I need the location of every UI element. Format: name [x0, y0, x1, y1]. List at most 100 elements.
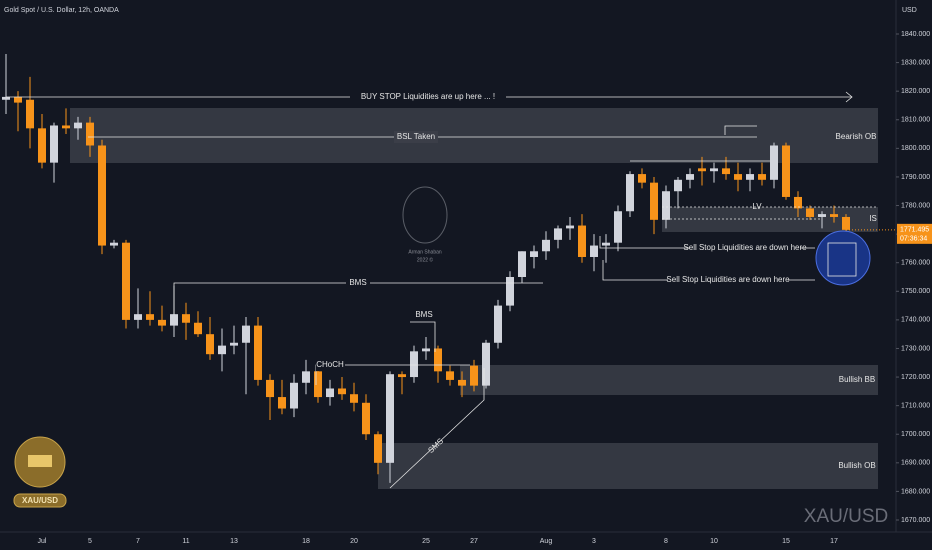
annotation: BUY STOP Liquidities are up here ... !: [361, 92, 495, 101]
bms-line: [410, 321, 436, 352]
y-tick-label: 1800.000: [901, 145, 930, 152]
watermark: XAU/USD: [804, 506, 888, 527]
author: Arman Shaban: [408, 249, 442, 255]
bullish-bb-zone: [460, 365, 878, 395]
annotation: Sell Stop Liquidities are down here: [683, 243, 807, 252]
candle-body: [50, 125, 58, 163]
logo-text: XAU/USD: [22, 496, 58, 505]
annotation: BMS: [349, 278, 366, 287]
candle-body: [122, 242, 130, 320]
candle-body: [506, 277, 514, 306]
x-tick-label: 11: [182, 538, 189, 545]
annotation: Sell Stop Liquidities are down here: [666, 275, 790, 284]
y-tick-label: 1750.000: [901, 288, 930, 295]
x-tick-label: 10: [710, 538, 718, 545]
candle-body: [218, 345, 226, 355]
candle-body: [398, 374, 406, 378]
x-tick-label: 5: [88, 538, 92, 545]
currency: USD: [902, 7, 917, 14]
y-tick-label: 1820.000: [901, 88, 930, 95]
y-tick-label: 1840.000: [901, 31, 930, 38]
candle-body: [842, 216, 850, 230]
candle-body: [110, 242, 118, 246]
y-tick-label: 1700.000: [901, 431, 930, 438]
countdown: 07:36:34: [900, 236, 927, 243]
y-tick-label: 1780.000: [901, 202, 930, 209]
candle-body: [338, 388, 346, 395]
candle-body: [62, 125, 70, 129]
candle-body: [758, 174, 766, 180]
x-tick-label: 18: [302, 538, 310, 545]
candle-body: [770, 145, 778, 180]
candle-body: [818, 214, 826, 217]
candle-body: [302, 371, 310, 383]
label-bg: [346, 277, 370, 289]
label-bg: [350, 91, 506, 103]
y-tick-label: 1680.000: [901, 488, 930, 495]
candle-body: [242, 325, 250, 343]
candle-body: [530, 251, 538, 257]
candle-body: [518, 251, 526, 277]
label-bg: [690, 242, 800, 254]
annotation: BSL Taken: [397, 132, 435, 141]
candle-body: [326, 388, 334, 398]
candle-body: [482, 342, 490, 386]
candle-body: [602, 242, 610, 246]
logo-gold: [28, 455, 52, 467]
candle-body: [410, 351, 418, 378]
annotation: Bearish OB: [836, 132, 877, 141]
chart-title: Gold Spot / U.S. Dollar, 12h, OANDA: [4, 7, 119, 14]
candle-body: [182, 314, 190, 323]
candle-body: [446, 371, 454, 380]
candle-body: [794, 196, 802, 209]
candle-body: [650, 182, 658, 220]
candle-body: [470, 365, 478, 386]
candle-body: [722, 168, 730, 175]
candle-body: [566, 225, 574, 229]
author-year: 2022 ©: [417, 256, 434, 263]
candle-body: [746, 174, 754, 180]
brain-logo: [402, 186, 448, 244]
candle-body: [146, 314, 154, 320]
candle-body: [74, 122, 82, 129]
candle-body: [86, 122, 94, 146]
x-tick-label: 25: [422, 538, 430, 545]
candle-body: [14, 96, 22, 103]
candle-body: [590, 245, 598, 257]
y-tick-label: 1710.000: [901, 402, 930, 409]
candle-body: [782, 145, 790, 197]
last-price-box: [897, 223, 932, 244]
x-tick-label: 17: [830, 538, 838, 545]
label-bg: [316, 359, 345, 371]
bearish-ob-zone: [70, 108, 878, 163]
x-tick-label: 20: [350, 538, 358, 545]
candle-body: [230, 342, 238, 346]
y-tick-label: 1810.000: [901, 117, 930, 124]
candle-body: [806, 208, 814, 217]
y-tick-label: 1790.000: [901, 174, 930, 181]
annotation: BMS: [415, 310, 432, 319]
candle-body: [290, 382, 298, 409]
x-tick-label: 8: [664, 538, 668, 545]
candle-body: [314, 371, 322, 398]
y-tick-label: 1690.000: [901, 460, 930, 467]
annotation: LV: [752, 202, 762, 211]
high-line: [724, 125, 757, 135]
y-tick-label: 1720.000: [901, 374, 930, 381]
candle-body: [170, 314, 178, 326]
candle-body: [206, 334, 214, 355]
y-tick-label: 1670.000: [901, 517, 930, 524]
target-box: [827, 242, 857, 277]
y-tick-label: 1740.000: [901, 317, 930, 324]
candle-body: [134, 314, 142, 320]
x-tick-label: 15: [782, 538, 790, 545]
candle-body: [350, 394, 358, 403]
candle-body: [494, 305, 502, 343]
candle-body: [386, 374, 394, 463]
candle-body: [614, 211, 622, 243]
label-bg: [394, 131, 438, 143]
last-price-label: 1771.495: [900, 227, 929, 234]
bullish-ob-zone: [378, 443, 878, 489]
candle-body: [266, 379, 274, 398]
